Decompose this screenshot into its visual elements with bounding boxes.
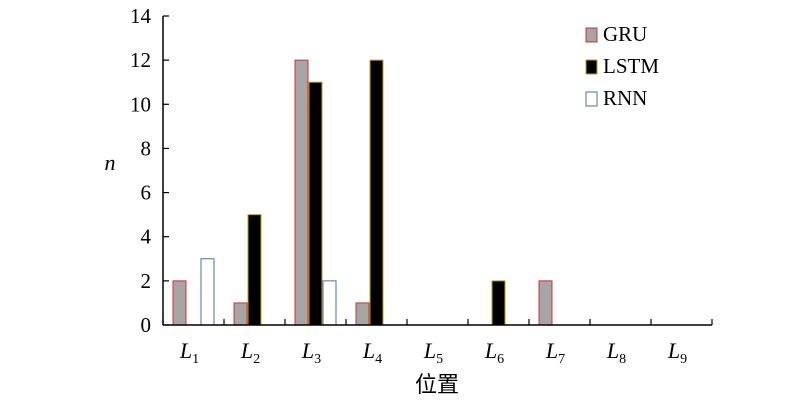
- y-axis-title: n: [105, 150, 116, 175]
- x-tick-label-L6: L6: [484, 338, 504, 367]
- x-axis-title: 位置: [415, 372, 459, 397]
- bar-rnn-L3: [322, 280, 337, 326]
- legend-swatch-rnn: [585, 91, 598, 107]
- y-tick-label: 6: [141, 181, 152, 205]
- x-tick-label-L3: L3: [301, 338, 321, 367]
- x-tick-label-L8: L8: [606, 338, 626, 367]
- bar-lstm-L2: [247, 214, 262, 326]
- x-tick-label-L1: L1: [179, 338, 199, 367]
- y-tick-label: 12: [130, 48, 151, 72]
- x-tick-label-L9: L9: [667, 338, 687, 367]
- y-tick-label: 10: [130, 92, 151, 116]
- bar-lstm-L4: [369, 59, 384, 326]
- bar-gru-L7: [538, 280, 553, 326]
- axes-layer: [162, 15, 713, 326]
- y-tick-label: 4: [141, 225, 152, 249]
- y-tick-label: 0: [141, 313, 152, 337]
- x-tick-label-L4: L4: [362, 338, 382, 367]
- legend-label-rnn: RNN: [603, 86, 647, 110]
- legend-label-lstm: LSTM: [603, 54, 659, 78]
- bars-layer: [172, 59, 553, 326]
- bar-lstm-L3: [308, 81, 323, 326]
- bar-gru-L3: [294, 59, 309, 326]
- labels-layer: 0 2 4 6 8 10 12 14 L1 L2 L3 L4 L5 L6 L7 L8 L9: [130, 4, 687, 367]
- y-tick-label: 14: [130, 4, 152, 28]
- legend-label-gru: GRU: [603, 22, 647, 46]
- legend-swatch-lstm: [585, 59, 598, 75]
- bar-gru-L1: [172, 280, 187, 326]
- y-tick-label: 2: [141, 269, 152, 293]
- x-tick-label-L2: L2: [240, 338, 260, 367]
- x-tick-label-L5: L5: [423, 338, 443, 367]
- bar-gru-L4: [355, 302, 370, 326]
- x-tick-label-L7: L7: [545, 338, 565, 367]
- legend-swatch-gru: [585, 27, 598, 43]
- legend: GRU LSTM RNN: [585, 22, 659, 110]
- bar-gru-L2: [233, 302, 248, 326]
- bar-lstm-L6: [491, 280, 506, 326]
- bar-rnn-L1: [200, 258, 215, 326]
- y-tick-label: 8: [141, 136, 152, 160]
